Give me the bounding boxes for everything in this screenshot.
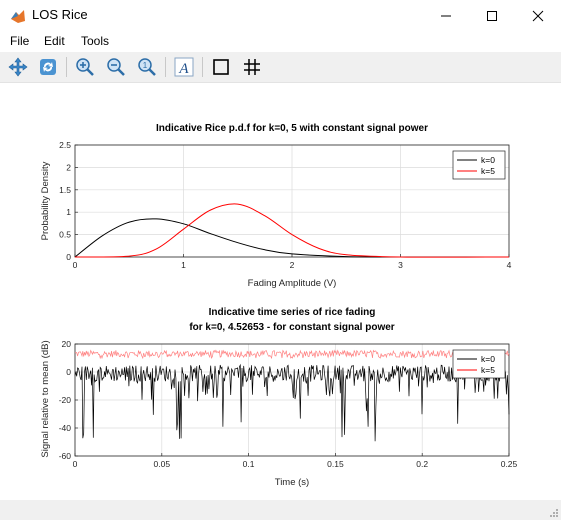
pan-icon [8,57,28,77]
x-tick-label: 0.2 [416,459,428,469]
y-tick-label: 0 [66,367,71,377]
y-tick-label: -40 [59,423,72,433]
chart1-ticks: 0 1 2 3 4 0 0.5 1 1.5 2 2.5 [59,140,511,270]
y-tick-label: 2.5 [59,140,71,150]
legend-label: k=0 [481,155,495,165]
box-button[interactable] [209,55,233,79]
zoom-reset-icon: 1 [138,58,156,76]
y-tick-label: -20 [59,395,72,405]
chart2-grid [74,343,510,457]
grid-button[interactable] [240,55,264,79]
legend-box [452,150,506,180]
toolbar-separator [165,57,166,77]
box-icon [213,59,229,75]
close-button[interactable] [515,0,561,31]
y-tick-label: -60 [59,451,72,461]
x-tick-label: 0 [73,260,78,270]
maximize-button[interactable] [469,0,515,31]
pdf-chart[interactable]: Indicative Rice p.d.f for k=0, 5 with co… [40,123,512,289]
svg-text:A: A [178,61,189,77]
close-icon [532,10,544,21]
figure-canvas: Indicative Rice p.d.f for k=0, 5 with co… [4,83,557,500]
svg-text:1: 1 [143,61,148,70]
x-tick-label: 4 [507,260,512,270]
chart2-legend: k=0k=5 [452,349,506,379]
window-title: LOS Rice [32,7,88,22]
chart2-subtitle: for k=0, 4.52653 - for constant signal p… [189,322,394,333]
timeseries-chart[interactable]: Indicative time series of rice fading fo… [40,307,518,488]
menu-bar: File Edit Tools [0,31,561,52]
x-tick-label: 3 [398,260,403,270]
zoom-out-button[interactable] [104,55,128,79]
figure-svg: Indicative Rice p.d.f for k=0, 5 with co… [40,123,518,488]
minimize-button[interactable] [423,0,469,31]
chart2-title: Indicative time series of rice fading [209,307,376,318]
x-tick-label: 0.15 [327,459,344,469]
rotate-button[interactable] [36,55,60,79]
x-tick-label: 1 [181,260,186,270]
chart1-xlabel: Fading Amplitude (V) [248,278,337,289]
y-tick-label: 1.5 [59,185,71,195]
chart1-lines [74,203,510,258]
series-line-k5 [74,203,510,258]
chart2-lines [74,349,510,442]
zoom-in-button[interactable] [73,55,97,79]
menu-edit[interactable]: Edit [44,34,65,48]
chart2-ticks: 0 0.05 0.1 0.15 0.2 0.25 -60 -40 -20 0 20 [59,339,518,469]
y-tick-label: 0.5 [59,230,71,240]
zoom-out-icon [107,58,125,76]
matlab-app-icon [11,10,25,23]
pan-button[interactable] [6,55,30,79]
y-tick-label: 0 [66,252,71,262]
menu-tools[interactable]: Tools [81,34,110,48]
x-tick-label: 0 [73,459,78,469]
chart2-xlabel: Time (s) [275,477,309,488]
chart1-title: Indicative Rice p.d.f for k=0, 5 with co… [156,123,428,134]
chart1-grid [74,144,510,258]
chart1-legend: k=0k=5 [452,150,506,180]
y-tick-label: 1 [66,207,71,217]
status-bar [0,500,561,520]
legend-label: k=0 [481,354,495,364]
y-tick-label: 20 [62,339,72,349]
x-tick-label: 2 [290,260,295,270]
rotate-icon [40,59,56,75]
maximize-icon [487,10,497,21]
legend-label: k=5 [481,365,495,375]
toolbar: 1 A [0,52,561,83]
resize-grip-icon[interactable] [549,508,559,518]
series-line-k5 [74,349,510,360]
grid-icon [244,59,260,75]
text-edit-icon: A [174,57,194,77]
x-tick-label: 0.25 [501,459,518,469]
menu-file[interactable]: File [10,34,30,48]
title-bar: LOS Rice [0,0,561,31]
text-edit-button[interactable]: A [172,55,196,79]
zoom-in-icon [76,58,94,76]
y-tick-label: 2 [66,162,71,172]
zoom-reset-button[interactable]: 1 [135,55,159,79]
series-line-k0 [74,363,510,442]
minimize-icon [441,15,451,16]
legend-label: k=5 [481,166,495,176]
toolbar-separator [202,57,203,77]
toolbar-separator [66,57,67,77]
chart1-ylabel: Probability Density [40,161,51,240]
chart2-ylabel: Signal relative to mean (dB) [40,340,51,457]
x-tick-label: 0.05 [154,459,171,469]
x-tick-label: 0.1 [243,459,255,469]
legend-box [452,349,506,379]
